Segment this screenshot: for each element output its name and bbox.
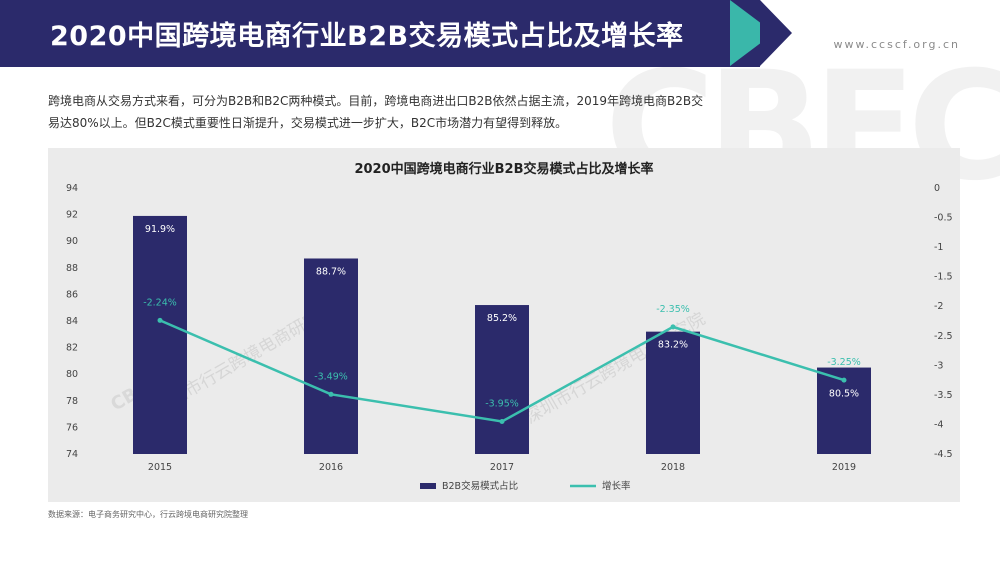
y-right-tick-label: -2 (934, 301, 943, 312)
y-right-tick-label: -3 (934, 360, 943, 371)
bar-2015 (133, 215, 187, 454)
x-tick-label-2017: 2017 (490, 462, 514, 473)
growth-rate-point-2015 (157, 317, 163, 323)
x-tick-label-2016: 2016 (319, 462, 343, 473)
chart-watermark: 深圳市行云跨境电商研究院CBEC深圳市行云跨境电商研究院CBEC (107, 299, 709, 428)
legend-bar-label: B2B交易模式占比 (442, 480, 518, 492)
page-title: 2020中国跨境电商行业B2B交易模式占比及增长率 (50, 21, 684, 52)
growth-rate-label-2019: -3.25% (827, 357, 861, 368)
y-left-tick-label: 78 (66, 396, 78, 407)
x-tick-label-2019: 2019 (832, 462, 856, 473)
bar-2016 (304, 258, 358, 454)
header-arrow (760, 0, 792, 66)
y-right-tick-label: -4.5 (934, 449, 953, 460)
y-right-tick-label: -1 (934, 242, 943, 253)
y-left-tick-label: 86 (66, 289, 78, 300)
y-left-tick-label: 80 (66, 369, 78, 380)
growth-rate-point-2016 (328, 391, 334, 397)
chart-panel: 2020中国跨境电商行业B2B交易模式占比及增长率 深圳市行云跨境电商研究院CB… (48, 148, 960, 502)
y-right-tick-label: -4 (934, 419, 943, 430)
growth-rate-label-2016: -3.49% (314, 371, 348, 382)
y-left-tick-label: 76 (66, 422, 78, 433)
y-right-tick-label: -1.5 (934, 272, 953, 283)
y-left-tick-label: 94 (66, 183, 78, 194)
x-tick-label-2015: 2015 (148, 462, 172, 473)
growth-rate-label-2018: -2.35% (656, 304, 690, 315)
y-left-tick-label: 74 (66, 449, 78, 460)
y-right-tick-label: -3.5 (934, 390, 953, 401)
growth-rate-label-2015: -2.24% (143, 297, 177, 308)
chart-title: 2020中国跨境电商行业B2B交易模式占比及增长率 (354, 161, 653, 177)
bar-2018 (646, 331, 700, 454)
intro-paragraph: 跨境电商从交易方式来看，可分为B2B和B2C两种模式。目前，跨境电商进出口B2B… (48, 94, 704, 130)
legend-line-label: 增长率 (602, 480, 631, 492)
y-right-tick-label: -2.5 (934, 331, 953, 342)
growth-rate-point-2018 (670, 324, 676, 330)
bar-label-2018: 83.2% (658, 340, 688, 351)
data-source-note: 数据来源：电子商务研究中心，行云跨境电商研究院整理 (48, 510, 248, 519)
combo-chart: 2020中国跨境电商行业B2B交易模式占比及增长率 深圳市行云跨境电商研究院CB… (66, 161, 953, 492)
growth-rate-point-2017 (499, 418, 505, 424)
y-right-tick-label: -0.5 (934, 213, 953, 224)
y-left-tick-label: 90 (66, 236, 78, 247)
bar-2017 (475, 305, 529, 454)
y-left-tick-label: 88 (66, 263, 78, 274)
legend: B2B交易模式占比 增长率 (420, 480, 631, 492)
bar-label-2015: 91.9% (145, 224, 175, 235)
y-left-tick-label: 84 (66, 316, 78, 327)
bar-label-2019: 80.5% (829, 389, 859, 400)
growth-rate-point-2019 (841, 377, 847, 383)
y-left-tick-label: 92 (66, 210, 78, 221)
bar-label-2017: 85.2% (487, 313, 517, 324)
x-tick-label-2018: 2018 (661, 462, 685, 473)
y-left-tick-label: 82 (66, 343, 78, 354)
bar-label-2016: 88.7% (316, 266, 346, 277)
header-bar (0, 0, 760, 67)
y-right-tick-label: 0 (934, 183, 940, 194)
website-url: www.ccscf.org.cn (833, 38, 960, 51)
legend-bar-swatch (420, 483, 436, 489)
growth-rate-label-2017: -3.95% (485, 398, 519, 409)
